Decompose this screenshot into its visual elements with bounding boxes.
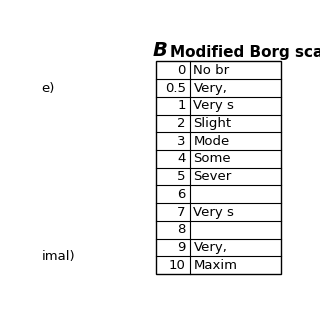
Text: 5: 5 — [177, 170, 186, 183]
Text: e): e) — [42, 83, 55, 95]
Text: 3: 3 — [177, 135, 186, 148]
Text: imal): imal) — [42, 250, 75, 263]
Text: Mode: Mode — [194, 135, 230, 148]
Text: 4: 4 — [177, 152, 186, 165]
Text: Very,: Very, — [194, 241, 227, 254]
Text: Sever: Sever — [194, 170, 232, 183]
Text: Some: Some — [194, 152, 231, 165]
Text: 10: 10 — [169, 259, 186, 272]
Text: 0.5: 0.5 — [165, 82, 186, 95]
Text: 1: 1 — [177, 99, 186, 112]
Text: 7: 7 — [177, 205, 186, 219]
Text: Very,: Very, — [194, 82, 227, 95]
Bar — [156, 61, 281, 274]
Text: Modified Borg sca: Modified Borg sca — [170, 45, 320, 60]
Text: No br: No br — [194, 64, 229, 77]
Text: B: B — [152, 41, 167, 60]
Text: 2: 2 — [177, 117, 186, 130]
Text: Maxim: Maxim — [194, 259, 237, 272]
Text: 0: 0 — [177, 64, 186, 77]
Text: Very s: Very s — [194, 205, 234, 219]
Text: Slight: Slight — [194, 117, 232, 130]
Text: 6: 6 — [177, 188, 186, 201]
Text: 9: 9 — [177, 241, 186, 254]
Text: Very s: Very s — [194, 99, 234, 112]
Text: 8: 8 — [177, 223, 186, 236]
